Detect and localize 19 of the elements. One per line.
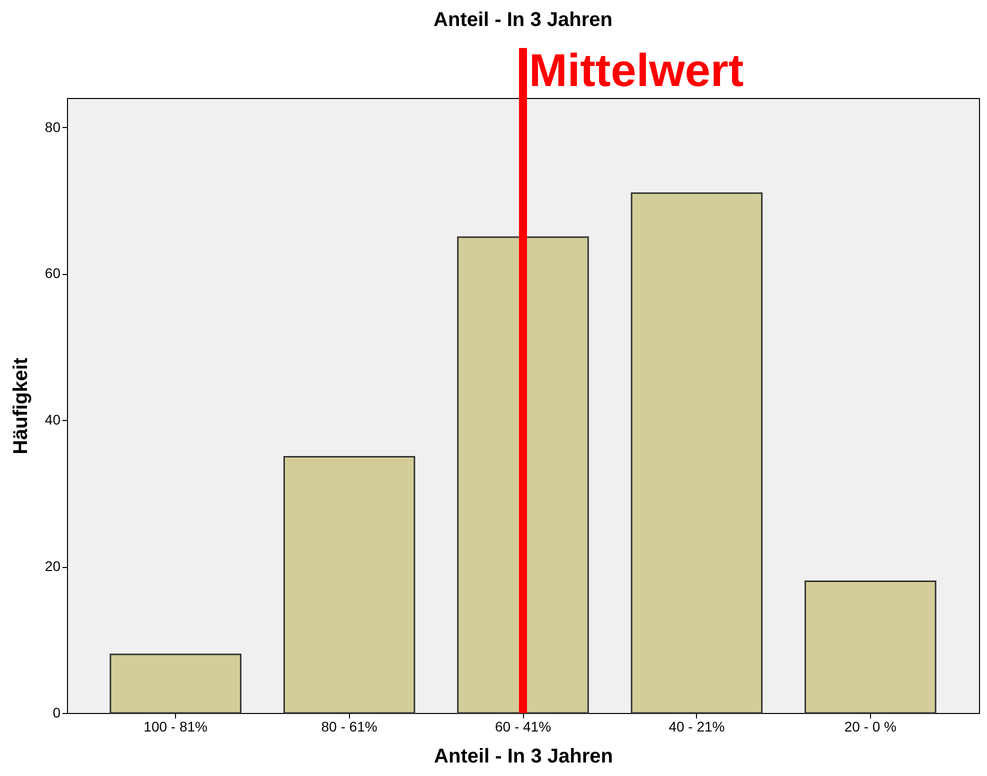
- y-axis-title: Häufigkeit: [10, 357, 32, 454]
- bar: [110, 654, 242, 714]
- bar: [630, 192, 763, 714]
- bar: [804, 580, 936, 714]
- y-tick-label: 80: [44, 118, 61, 135]
- bar: [283, 456, 416, 714]
- x-tick-label: 20 - 0 %: [844, 718, 896, 734]
- y-tick-label: 0: [52, 704, 61, 720]
- x-tick-label: 40 - 21%: [668, 718, 725, 734]
- y-tick-label: 40: [44, 412, 61, 428]
- text: Anteil - In 3 Jahren: [434, 746, 613, 768]
- x-tick-label: 100 - 81%: [144, 718, 208, 734]
- y-tick-label: 20: [44, 558, 61, 574]
- x-tick-label: 80 - 61%: [321, 718, 378, 734]
- x-axis-title: Anteil - In 3 Jahren: [434, 9, 612, 31]
- x-tick-label: 60 - 41%: [494, 718, 552, 734]
- ref-line-label: Mittelwert: [529, 44, 744, 96]
- y-tick-label: 60: [44, 265, 61, 282]
- bar: [457, 236, 589, 714]
